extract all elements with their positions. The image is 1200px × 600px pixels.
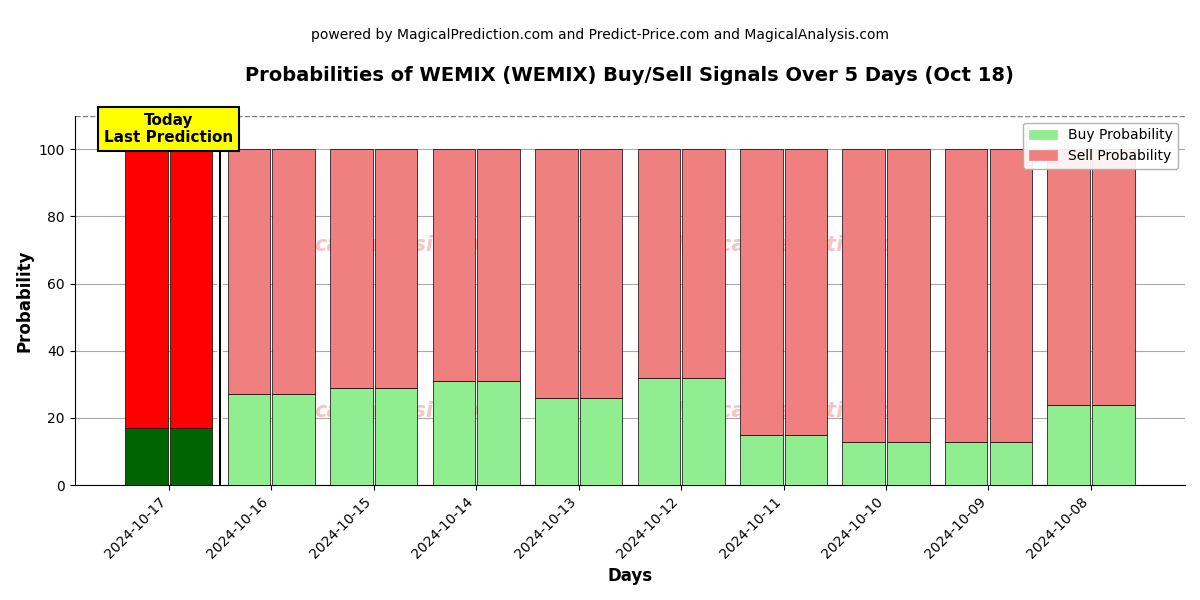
Bar — [887, 442, 930, 485]
Bar — [169, 428, 212, 485]
Title: Probabilities of WEMIX (WEMIX) Buy/Sell Signals Over 5 Days (Oct 18): Probabilities of WEMIX (WEMIX) Buy/Sell … — [245, 66, 1014, 85]
Bar — [1048, 149, 1090, 404]
Y-axis label: Probability: Probability — [16, 249, 34, 352]
Bar — [272, 149, 314, 394]
Bar — [842, 442, 884, 485]
Bar — [1092, 149, 1134, 404]
Bar — [432, 149, 475, 381]
Bar — [478, 381, 520, 485]
Bar — [228, 149, 270, 394]
Bar — [169, 149, 212, 428]
Bar — [785, 435, 827, 485]
Bar — [535, 149, 577, 398]
Text: calAnalysis.com: calAnalysis.com — [314, 401, 502, 421]
Bar — [580, 149, 622, 398]
Bar — [535, 398, 577, 485]
Bar — [580, 398, 622, 485]
Bar — [842, 149, 884, 442]
Bar — [944, 442, 988, 485]
Bar — [478, 149, 520, 381]
Bar — [1092, 404, 1134, 485]
Bar — [887, 149, 930, 442]
Bar — [637, 377, 680, 485]
Bar — [944, 149, 988, 442]
Bar — [785, 149, 827, 435]
Bar — [374, 388, 418, 485]
Bar — [990, 442, 1032, 485]
X-axis label: Days: Days — [607, 567, 653, 585]
Bar — [740, 149, 782, 435]
Text: MagicalPrediction.com: MagicalPrediction.com — [662, 235, 930, 255]
Bar — [272, 394, 314, 485]
Text: powered by MagicalPrediction.com and Predict-Price.com and MagicalAnalysis.com: powered by MagicalPrediction.com and Pre… — [311, 28, 889, 42]
Bar — [637, 149, 680, 377]
Bar — [432, 381, 475, 485]
Legend: Buy Probability, Sell Probability: Buy Probability, Sell Probability — [1024, 122, 1178, 169]
Bar — [990, 149, 1032, 442]
Bar — [374, 149, 418, 388]
Text: MagicalPrediction.com: MagicalPrediction.com — [662, 401, 930, 421]
Bar — [125, 149, 168, 428]
Text: calAnalysis.com: calAnalysis.com — [314, 235, 502, 255]
Bar — [1048, 404, 1090, 485]
Bar — [740, 435, 782, 485]
Bar — [682, 377, 725, 485]
Bar — [125, 428, 168, 485]
Bar — [330, 149, 373, 388]
Text: Today
Last Prediction: Today Last Prediction — [104, 113, 233, 145]
Bar — [682, 149, 725, 377]
Bar — [228, 394, 270, 485]
Bar — [330, 388, 373, 485]
